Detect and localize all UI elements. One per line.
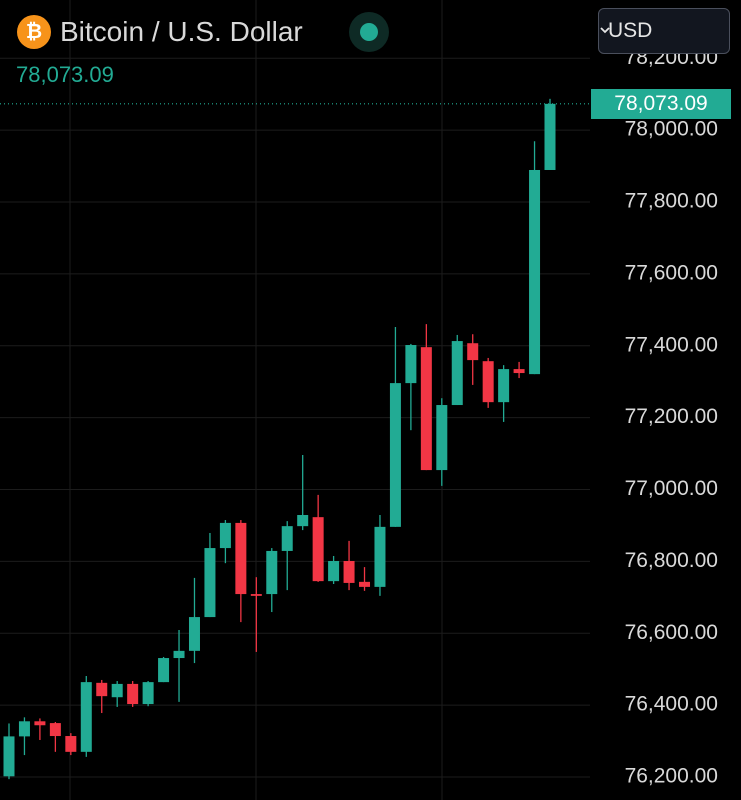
candle-body xyxy=(513,369,525,374)
candle-body xyxy=(204,548,216,618)
header-price: 78,073.09 xyxy=(16,62,114,87)
candle-body xyxy=(158,658,170,683)
candle-body xyxy=(312,517,324,582)
candle-body xyxy=(34,721,46,726)
candle-body xyxy=(80,682,92,752)
currency-label: USD xyxy=(608,19,653,42)
candle-body xyxy=(111,683,123,698)
candle-body xyxy=(219,522,231,549)
live-indicator[interactable] xyxy=(349,12,389,52)
candle-body xyxy=(389,383,401,527)
y-tick-label: 78,000.00 xyxy=(625,118,718,141)
candle-body xyxy=(127,683,139,705)
y-tick-label: 77,200.00 xyxy=(625,405,718,428)
candle-body xyxy=(188,617,200,651)
candle-body xyxy=(436,405,448,471)
candle-body xyxy=(374,526,386,587)
candle-body xyxy=(451,341,463,406)
candle-body xyxy=(250,594,262,596)
candle-body xyxy=(482,361,494,403)
candle-body xyxy=(328,561,340,582)
y-tick-label: 77,000.00 xyxy=(625,477,718,500)
last-price-label: 78,073.09 xyxy=(591,88,731,119)
candle-body xyxy=(281,526,293,551)
symbol-title: Bitcoin / U.S. Dollar xyxy=(60,16,303,47)
candle-body xyxy=(544,103,556,170)
y-tick-label: 76,400.00 xyxy=(625,693,718,716)
candle-body xyxy=(297,515,309,527)
y-tick-label: 77,600.00 xyxy=(625,261,718,284)
candle-body xyxy=(3,736,15,777)
y-tick-label: 76,600.00 xyxy=(625,621,718,644)
candle-body xyxy=(65,736,77,752)
candle-body xyxy=(498,369,510,403)
candle-body xyxy=(142,682,154,705)
coin-icon: ₿ xyxy=(17,15,51,49)
candle-body xyxy=(529,169,541,375)
candle-body xyxy=(235,522,247,595)
candle-body xyxy=(173,650,185,659)
candle-body xyxy=(359,581,371,587)
candle-body xyxy=(96,682,108,697)
candle-body xyxy=(266,550,278,595)
candle-body xyxy=(49,723,61,737)
y-tick-label: 77,800.00 xyxy=(625,190,718,213)
chevron xyxy=(600,27,610,34)
candle-body xyxy=(467,343,479,361)
candle-body xyxy=(405,345,417,384)
y-tick-label: 76,800.00 xyxy=(625,549,718,572)
candle-body xyxy=(343,561,355,583)
y-tick-label: 76,200.00 xyxy=(625,765,718,788)
candle-body xyxy=(18,721,30,737)
y-tick-label: 77,400.00 xyxy=(625,333,718,356)
currency-select[interactable]: USD xyxy=(598,8,730,54)
candle-body xyxy=(420,347,432,471)
